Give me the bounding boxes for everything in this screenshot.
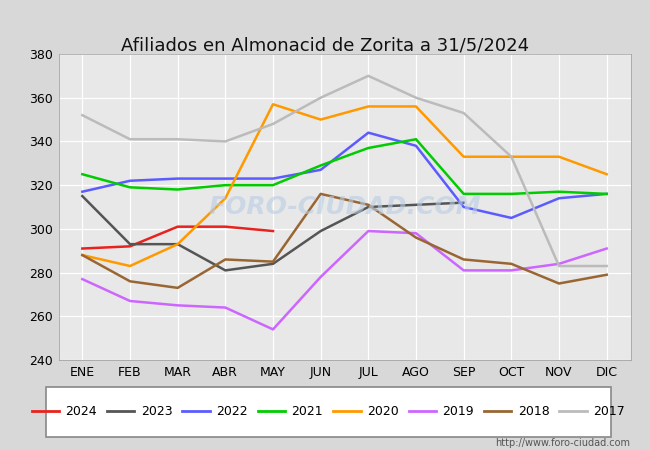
Text: http://www.foro-ciudad.com: http://www.foro-ciudad.com bbox=[495, 438, 630, 448]
Text: Afiliados en Almonacid de Zorita a 31/5/2024: Afiliados en Almonacid de Zorita a 31/5/… bbox=[121, 36, 529, 54]
Legend: 2024, 2023, 2022, 2021, 2020, 2019, 2018, 2017: 2024, 2023, 2022, 2021, 2020, 2019, 2018… bbox=[28, 401, 629, 422]
Text: FORO-CIUDAD.COM: FORO-CIUDAD.COM bbox=[208, 195, 481, 219]
